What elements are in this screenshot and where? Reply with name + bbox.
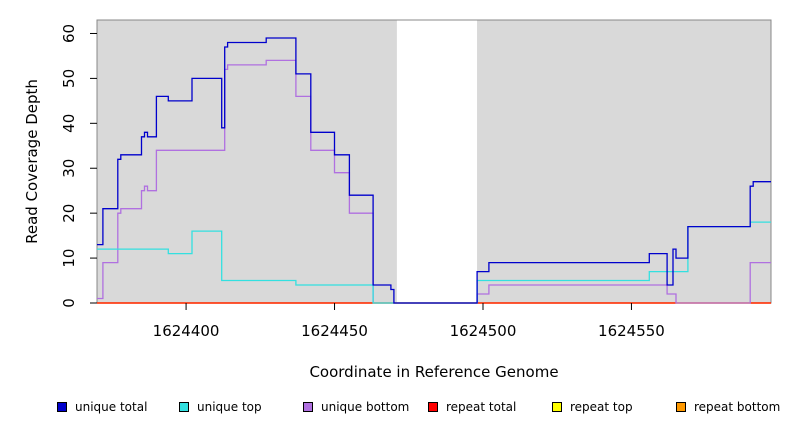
legend-label: repeat bottom	[694, 400, 781, 414]
y-tick-label: 30	[60, 159, 78, 178]
y-tick-label: 10	[60, 249, 78, 268]
legend: unique total unique top unique bottom repea…	[0, 400, 792, 420]
legend-item-repeat-top: repeat top	[552, 400, 633, 414]
legend-item-unique-total: unique total	[57, 400, 147, 414]
series-line-unique-total	[97, 37, 771, 304]
x-axis-title: Coordinate in Reference Genome	[309, 363, 558, 381]
y-tick-label: 20	[60, 204, 78, 223]
legend-swatch	[676, 402, 686, 412]
legend-swatch	[552, 402, 562, 412]
x-tick-label: 1624550	[598, 322, 665, 340]
legend-swatch	[428, 402, 438, 412]
legend-label: repeat total	[446, 400, 517, 414]
legend-label: unique bottom	[321, 400, 410, 414]
series-line-unique-top	[97, 221, 771, 304]
legend-item-repeat-total: repeat total	[428, 400, 516, 414]
legend-swatch	[303, 402, 313, 412]
y-tick-label: 50	[60, 69, 78, 88]
legend-item-unique-top: unique top	[179, 400, 262, 414]
y-axis-title: Read Coverage Depth	[23, 79, 41, 244]
legend-label: repeat top	[570, 400, 633, 414]
legend-swatch	[179, 402, 189, 412]
shaded-region-2	[477, 20, 771, 303]
x-tick-label: 1624450	[301, 322, 368, 340]
y-tick-label: 40	[60, 114, 78, 133]
y-tick-label: 0	[60, 298, 78, 308]
x-tick-label: 1624500	[450, 322, 517, 340]
legend-item-repeat-bottom: repeat bottom	[676, 400, 780, 414]
shaded-region-1	[97, 20, 397, 303]
legend-label: unique total	[75, 400, 148, 414]
legend-item-unique-bottom: unique bottom	[303, 400, 409, 414]
x-tick-label: 1624400	[153, 322, 220, 340]
y-tick-label: 60	[60, 24, 78, 43]
series-line-unique-bottom	[97, 59, 771, 304]
legend-swatch	[57, 402, 67, 412]
legend-label: unique top	[197, 400, 262, 414]
